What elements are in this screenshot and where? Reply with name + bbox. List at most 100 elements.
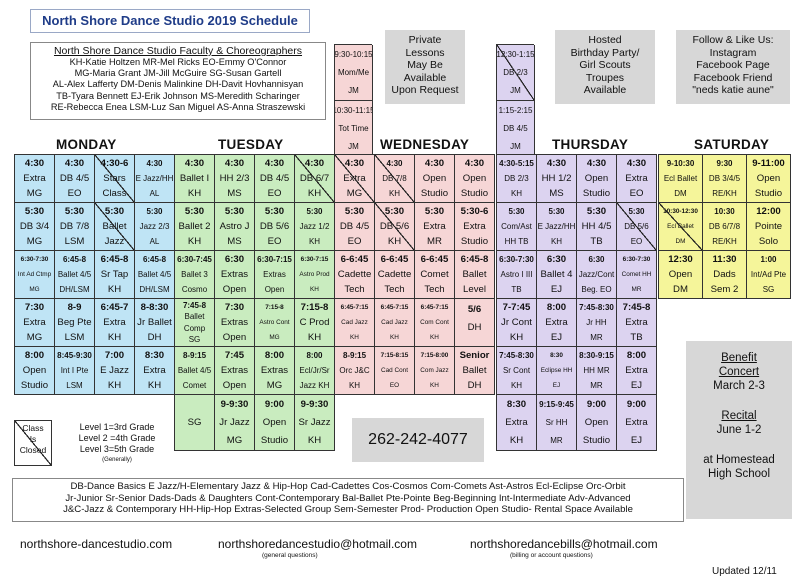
class-time: 12:30 — [668, 254, 693, 265]
class-cell: 8-8:30 Jr Ballet DH — [135, 299, 175, 347]
class-cell: 9:00 Open Studio — [577, 395, 617, 451]
day-header-saturday: SATURDAY — [694, 137, 770, 152]
class-detail: KH — [307, 332, 322, 343]
class-detail: Extra — [625, 317, 648, 328]
class-detail: Beg Pte — [57, 317, 92, 328]
class-detail: SG — [187, 417, 202, 428]
class-detail: Studio — [754, 188, 783, 199]
class-cell: 6:30-7:30 Comet HH MR — [617, 251, 657, 299]
class-time: 5:30 — [306, 207, 323, 216]
class-time: 4:30 — [386, 159, 403, 168]
class-detail: DM — [675, 238, 686, 245]
class-time: 9:00 — [586, 399, 607, 411]
class-detail: Open — [584, 416, 609, 428]
class-detail: DM — [673, 284, 688, 295]
class-detail: MR — [550, 435, 563, 445]
class-detail: Solo — [758, 236, 779, 247]
class-cell: 7:45-8 Ballet Comp SG — [175, 299, 215, 347]
class-detail: LSM — [64, 332, 85, 343]
class-detail: Cad Jazz — [381, 319, 408, 326]
billing-email-link[interactable]: northshoredancebills@hotmail.com — [470, 537, 658, 551]
website-link[interactable]: northshore-dancestudio.com — [20, 537, 173, 551]
class-cell: 9-10:30 Ecl Ballet DM — [659, 155, 703, 203]
class-detail: EJ — [550, 284, 563, 295]
class-time: 6:45-8 — [62, 255, 87, 264]
tuesday-grid: 4:30 Ballet I KH 4:30 HH 2/3 MS 4:30 DB 4/5 EO 4:… — [174, 154, 335, 395]
class-detail: Open — [22, 365, 47, 376]
class-time: 6:30-7:15 — [257, 255, 292, 264]
class-detail: Open — [222, 284, 247, 295]
class-time: 7-7:45 — [502, 302, 531, 313]
class-detail: Tech — [344, 284, 365, 295]
class-detail: Pointe — [754, 221, 783, 232]
class-cell: 1:15-2:15 DB 4/5 JM — [497, 101, 535, 157]
class-detail: KH — [310, 286, 319, 293]
class-detail: Ballet — [184, 312, 205, 322]
class-detail: Ecl Ballet — [667, 223, 694, 230]
benefit-box: Benefit Concert March 2-3 Recital June 1… — [686, 341, 792, 519]
page-title: North Shore Dance Studio 2019 Schedule — [30, 9, 310, 33]
class-detail: DB 7/8 — [382, 174, 407, 183]
class-cell: 7:15-8 C Prod KH — [295, 299, 335, 347]
class-time: 7:30 — [24, 302, 45, 313]
class-detail: Open — [668, 269, 693, 280]
class-cell: 8-9 Beg Pte LSM — [55, 299, 95, 347]
hosted-box: Hosted Birthday Party/Girl Scouts Troupes A… — [555, 30, 655, 104]
class-time: 8:45-9:30 — [57, 351, 92, 360]
class-time: 7:15-8:15 — [380, 352, 409, 359]
class-time: 7:15-8 — [300, 302, 329, 313]
class-detail: KH — [187, 188, 202, 199]
class-time: 8:00 — [626, 350, 647, 361]
class-detail: Studio — [582, 188, 611, 199]
class-detail: Com Jazz — [420, 367, 449, 374]
follow-box: Follow & Like Us: Instagram Facebook Page F… — [676, 30, 790, 104]
class-detail: Extra — [545, 317, 568, 328]
class-time: 9:00 — [626, 399, 647, 411]
class-detail: MG — [346, 188, 363, 199]
class-time: 6:30-7:15 — [300, 256, 329, 263]
class-detail: Ballet 4/5 — [177, 366, 212, 375]
class-cell: 8-9:15 Orc J&C KH — [335, 347, 375, 395]
class-cell: 7:00 E Jazz KH — [95, 347, 135, 395]
class-detail: MR — [590, 333, 603, 342]
class-detail: Sr Tap — [100, 269, 129, 280]
class-detail: KH — [107, 332, 122, 343]
class-detail: DB 7/8 — [59, 221, 90, 232]
class-detail: Ballet 4/5 — [137, 270, 172, 279]
class-detail: MR — [631, 286, 642, 293]
class-detail: Cad Jazz — [341, 319, 368, 326]
faculty-line: TB-Tyara Bennett EJ-Erik Johnson MS-Mere… — [56, 90, 300, 101]
faculty-line: RE-Rebecca Enea LSM-Luz San Miguel AS-An… — [50, 101, 306, 112]
class-detail: Open — [264, 285, 285, 294]
class-cell: 6:45-7:15 Cad Jazz KH — [375, 299, 415, 347]
class-time: 4:30 — [546, 158, 567, 169]
class-detail: Ballet — [462, 365, 487, 376]
faculty-heading: North Shore Dance Studio Faculty & Chore… — [53, 45, 303, 57]
class-time: 4:30 — [64, 158, 85, 169]
class-detail: EO — [267, 188, 282, 199]
levels-key: Level 1=3rd Grade Level 2 =4th Grade Level… — [78, 422, 156, 463]
class-detail: Studio — [420, 188, 449, 199]
class-detail: Open — [462, 173, 487, 184]
class-detail: Sem 2 — [710, 284, 739, 295]
class-cell: 12:30-1:15 DB 2/3 JM — [497, 45, 535, 101]
general-email-link[interactable]: northshoredancestudio@hotmail.com — [218, 537, 417, 551]
class-time: 8:30 — [144, 350, 165, 361]
class-cell: 5:30-6 Extra Studio — [455, 203, 495, 251]
class-cell: 6:45-8 Sr Tap KH — [95, 251, 135, 299]
faculty-box: North Shore Dance Studio Faculty & Chore… — [30, 42, 326, 120]
class-detail: KH — [430, 382, 439, 389]
class-detail: Sr Cont — [502, 366, 531, 375]
class-cell: 6-6:45 Cadette Tech — [375, 251, 415, 299]
class-cell: 4:30 DB 4/5 EO — [55, 155, 95, 203]
class-time: 9:30 — [716, 159, 733, 168]
class-cell: 5:30 Astro J MS — [215, 203, 255, 251]
class-detail: MG — [26, 332, 43, 343]
class-cell: 6:45-7:15 Cad Jazz KH — [335, 299, 375, 347]
class-time: 5:30 — [344, 206, 365, 217]
class-detail: Extras — [260, 365, 289, 376]
class-detail: Jazz/Cont — [578, 270, 615, 279]
class-cell: 6:30-7:30 Int Ad Ctmp MG — [15, 251, 55, 299]
faculty-line: MG-Maria Grant JM-Jill McGuire SG-Susan … — [74, 68, 282, 79]
class-detail: Ballet — [462, 269, 487, 280]
